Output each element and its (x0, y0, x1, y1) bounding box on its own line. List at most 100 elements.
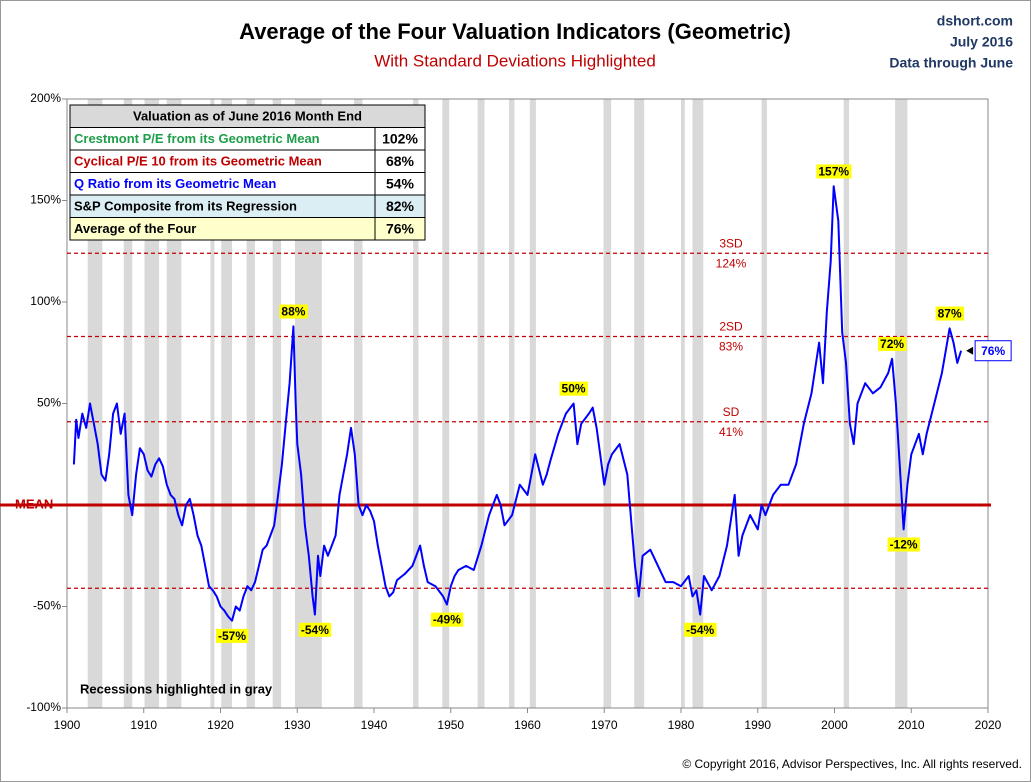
annotation: 72% (878, 337, 907, 352)
y-tick-label: 150% (30, 193, 61, 207)
recession-band (509, 99, 515, 708)
table-row-value: 82% (386, 198, 415, 214)
current-arrow (966, 346, 974, 355)
annotation: -54% (298, 622, 332, 637)
annotation: 88% (279, 304, 308, 319)
y-tick-label: -50% (33, 599, 61, 613)
x-tick-label: 1940 (361, 718, 388, 732)
annotation-bg (684, 622, 717, 637)
source: July 2016 (950, 34, 1013, 50)
sd-name: 2SD (719, 320, 743, 334)
table-row-value: 68% (386, 153, 415, 169)
x-tick-label: 1900 (54, 718, 81, 732)
x-tick-label: 1980 (668, 718, 695, 732)
mean-label: MEAN (15, 496, 53, 511)
recession-band (442, 99, 450, 708)
table-value-bg (374, 217, 426, 241)
annotation-bg (878, 337, 907, 352)
recession-band (87, 99, 103, 708)
chart-title: Average of the Four Valuation Indicators… (239, 19, 791, 44)
x-tick-label: 1970 (591, 718, 618, 732)
recession-band (413, 99, 419, 708)
x-tick-label: 1930 (284, 718, 311, 732)
recession-band (843, 99, 850, 708)
y-tick-label: 100% (30, 294, 61, 308)
annotation-label: -49% (433, 613, 461, 627)
copyright: © Copyright 2016, Advisor Perspectives, … (682, 757, 1022, 771)
annotation: 87% (935, 306, 964, 321)
annotation-bg (935, 306, 964, 321)
recession-band (166, 99, 182, 708)
y-tick-label: 50% (37, 396, 61, 410)
recession-band (144, 99, 160, 708)
recession-band (603, 99, 612, 708)
sd-label: 124% (716, 256, 747, 270)
annotation-bg (887, 537, 920, 552)
table-row-label: S&P Composite from its Regression (74, 199, 297, 214)
annotation-label: 157% (818, 164, 849, 178)
table-row-label: Average of the Four (74, 221, 196, 236)
recession-note: Recessions highlighted in gray (80, 681, 273, 696)
x-tick-label: 1960 (514, 718, 541, 732)
recession-band (123, 99, 133, 708)
sd-label: 41% (719, 425, 743, 439)
recession-band (354, 99, 363, 708)
annotation: -54% (684, 622, 717, 637)
source: Data through June (889, 55, 1013, 71)
annotation-bg (559, 381, 588, 396)
annotation-label: -12% (890, 538, 918, 552)
x-tick-label: 2010 (898, 718, 925, 732)
chart-subtitle: With Standard Deviations Highlighted (374, 51, 656, 70)
recession-band (477, 99, 485, 708)
recession-band (246, 99, 256, 708)
recession-band (221, 99, 233, 708)
x-tick-label: 2000 (821, 718, 848, 732)
annotation-bg (216, 628, 249, 643)
recession-band (692, 99, 704, 708)
annotation-label: -57% (218, 629, 246, 643)
annotation-label: -54% (686, 623, 714, 637)
source: dshort.com (937, 13, 1013, 29)
x-tick-label: 1920 (207, 718, 234, 732)
recession-band (895, 99, 908, 708)
recession-band (761, 99, 767, 708)
annotation-bg (430, 612, 464, 627)
table-header: Valuation as of June 2016 Month End (133, 109, 362, 124)
annotation: 50% (559, 381, 588, 396)
table-row-value: 102% (382, 130, 418, 146)
annotation: 157% (816, 164, 852, 179)
recession-band (210, 99, 215, 708)
recession-band (681, 99, 685, 708)
x-tick-label: 1990 (744, 718, 771, 732)
recession-band (272, 99, 282, 708)
x-tick-label: 2020 (975, 718, 1002, 732)
sd-name: SD (723, 405, 740, 419)
recession-band (529, 99, 536, 708)
annotation-label: 88% (281, 305, 305, 319)
y-tick-label: 200% (30, 91, 61, 105)
annotation-label: -54% (301, 623, 329, 637)
annotation-label: 87% (938, 307, 962, 321)
y-tick-label: -100% (26, 700, 61, 714)
annotation-bg (279, 304, 308, 319)
recession-band (634, 99, 645, 708)
annotation-label: 72% (880, 337, 904, 351)
table-row-label: Crestmont P/E from its Geometric Mean (74, 131, 320, 146)
annotation-bg (298, 622, 332, 637)
annotation: -57% (216, 628, 249, 643)
annotation-label: 50% (562, 382, 586, 396)
sd-label: 83% (719, 340, 743, 354)
annotation: -49% (430, 612, 464, 627)
table-row-label: Cyclical P/E 10 from its Geometric Mean (74, 154, 322, 169)
table-row-value: 76% (386, 220, 415, 236)
series-line (72, 185, 963, 622)
x-tick-label: 1950 (437, 718, 464, 732)
sd-name: 3SD (719, 236, 743, 250)
current-bg (974, 340, 1012, 362)
table-row-value: 54% (386, 175, 415, 191)
annotation-bg (816, 164, 852, 179)
x-tick-label: 1910 (130, 718, 157, 732)
table-row-label: Q Ratio from its Geometric Mean (74, 176, 276, 191)
current-label: 76% (981, 344, 1005, 358)
